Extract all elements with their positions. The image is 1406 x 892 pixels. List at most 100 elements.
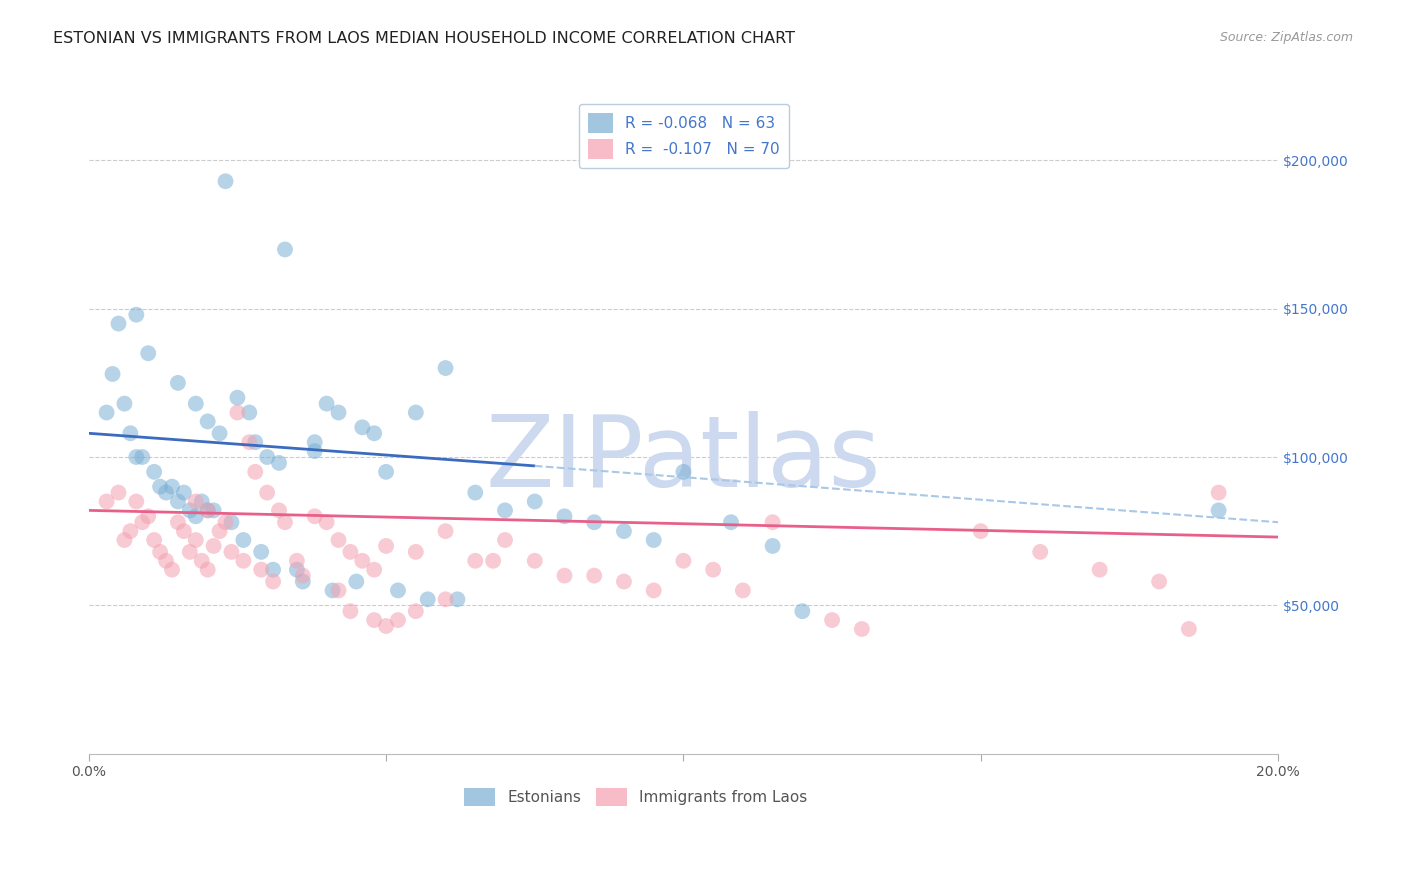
- Point: [304, 509, 326, 524]
- Point: [256, 485, 278, 500]
- Point: [1088, 563, 1111, 577]
- Point: [155, 554, 177, 568]
- Point: [363, 426, 385, 441]
- Point: [125, 308, 148, 322]
- Point: [720, 515, 742, 529]
- Point: [315, 396, 337, 410]
- Point: [672, 465, 695, 479]
- Point: [494, 533, 516, 547]
- Point: [250, 563, 273, 577]
- Point: [143, 465, 166, 479]
- Point: [363, 613, 385, 627]
- Point: [226, 391, 249, 405]
- Point: [149, 480, 172, 494]
- Point: [672, 554, 695, 568]
- Point: [208, 426, 231, 441]
- Point: [851, 622, 873, 636]
- Point: [446, 592, 468, 607]
- Point: [523, 494, 546, 508]
- Point: [221, 545, 243, 559]
- Point: [1178, 622, 1201, 636]
- Point: [1147, 574, 1170, 589]
- Point: [96, 494, 118, 508]
- Point: [256, 450, 278, 464]
- Point: [232, 533, 254, 547]
- Point: [101, 367, 124, 381]
- Point: [494, 503, 516, 517]
- Point: [464, 554, 486, 568]
- Point: [131, 450, 153, 464]
- Point: [434, 361, 457, 376]
- Point: [167, 515, 190, 529]
- Point: [136, 346, 159, 360]
- Point: [1029, 545, 1052, 559]
- Point: [613, 524, 636, 538]
- Point: [190, 554, 212, 568]
- Point: [304, 444, 326, 458]
- Point: [179, 545, 201, 559]
- Point: [167, 494, 190, 508]
- Point: [1208, 485, 1230, 500]
- Point: [250, 545, 273, 559]
- Point: [352, 420, 374, 434]
- Point: [197, 503, 219, 517]
- Point: [970, 524, 993, 538]
- Point: [405, 545, 427, 559]
- Point: [434, 524, 457, 538]
- Point: [643, 533, 665, 547]
- Point: [112, 396, 135, 410]
- Point: [262, 563, 284, 577]
- Point: [405, 604, 427, 618]
- Point: [285, 563, 308, 577]
- Text: ESTONIAN VS IMMIGRANTS FROM LAOS MEDIAN HOUSEHOLD INCOME CORRELATION CHART: ESTONIAN VS IMMIGRANTS FROM LAOS MEDIAN …: [53, 31, 796, 46]
- Point: [125, 450, 148, 464]
- Point: [179, 503, 201, 517]
- Point: [202, 539, 225, 553]
- Point: [339, 604, 361, 618]
- Point: [274, 243, 297, 257]
- Point: [387, 583, 409, 598]
- Point: [136, 509, 159, 524]
- Point: [197, 414, 219, 428]
- Point: [523, 554, 546, 568]
- Point: [352, 554, 374, 568]
- Point: [328, 533, 350, 547]
- Point: [762, 515, 785, 529]
- Point: [238, 435, 260, 450]
- Point: [1208, 503, 1230, 517]
- Point: [232, 554, 254, 568]
- Point: [553, 568, 575, 582]
- Point: [155, 485, 177, 500]
- Point: [405, 405, 427, 419]
- Point: [613, 574, 636, 589]
- Point: [375, 465, 398, 479]
- Point: [173, 524, 195, 538]
- Point: [160, 563, 183, 577]
- Point: [387, 613, 409, 627]
- Point: [149, 545, 172, 559]
- Point: [375, 539, 398, 553]
- Point: [821, 613, 844, 627]
- Point: [143, 533, 166, 547]
- Point: [339, 545, 361, 559]
- Point: [583, 515, 606, 529]
- Point: [160, 480, 183, 494]
- Point: [375, 619, 398, 633]
- Legend: Estonians, Immigrants from Laos: Estonians, Immigrants from Laos: [458, 781, 814, 813]
- Point: [731, 583, 754, 598]
- Point: [214, 515, 236, 529]
- Point: [363, 563, 385, 577]
- Point: [262, 574, 284, 589]
- Point: [583, 568, 606, 582]
- Point: [214, 174, 236, 188]
- Point: [267, 456, 290, 470]
- Point: [107, 317, 129, 331]
- Point: [434, 592, 457, 607]
- Point: [120, 524, 142, 538]
- Point: [197, 503, 219, 517]
- Point: [315, 515, 337, 529]
- Point: [245, 435, 267, 450]
- Point: [208, 524, 231, 538]
- Point: [184, 533, 207, 547]
- Point: [291, 574, 314, 589]
